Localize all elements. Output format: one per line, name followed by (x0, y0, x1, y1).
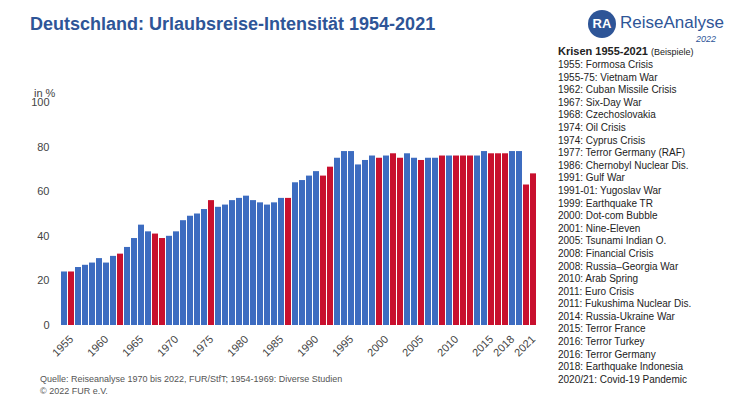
html-text:1999: Earthquake TR: 1999: Earthquake TR (558, 197, 653, 209)
svg-text:1990: 1990 (295, 333, 321, 359)
svg-text:1995: 1995 (330, 333, 356, 359)
svg-text:1980: 1980 (225, 333, 251, 359)
svg-text:2010: 2010 (435, 333, 461, 359)
html-text:Krisen 1955-2021(Beispiele): Krisen 1955-2021(Beispiele) (558, 45, 694, 57)
svg-text:40: 40 (37, 230, 49, 242)
html-text:© 2022 FUR e.V.: © 2022 FUR e.V. (40, 386, 108, 396)
html-text:1977: Terror Germany (RAF): 1977: Terror Germany (RAF) (558, 147, 686, 159)
svg-text:1960: 1960 (85, 333, 111, 359)
html-text:1991: Gulf War: 1991: Gulf War (558, 172, 625, 184)
svg-text:0: 0 (43, 319, 49, 331)
svg-text:60: 60 (37, 185, 49, 197)
svg-text:1975: 1975 (190, 333, 216, 359)
svg-text:2018: 2018 (491, 333, 517, 359)
svg-text:80: 80 (37, 141, 49, 153)
html-text:2001: Nine-Eleven: 2001: Nine-Eleven (558, 222, 641, 234)
html-text:1968: Czechoslovakia: 1968: Czechoslovakia (558, 109, 656, 121)
html-text:2008: Financial Crisis: 2008: Financial Crisis (558, 247, 654, 259)
svg-text:100: 100 (31, 96, 49, 108)
svg-text:1970: 1970 (155, 333, 181, 359)
html-text:2000: Dot-com Bubble: 2000: Dot-com Bubble (558, 210, 658, 222)
html-text:2011: Euro Crisis: 2011: Euro Crisis (558, 285, 634, 297)
svg-text:2021: 2021 (512, 333, 538, 359)
html-text:1991-01: Yugoslav War: 1991-01: Yugoslav War (558, 184, 662, 196)
html-text:2011: Fukushima Nuclear Dis.: 2011: Fukushima Nuclear Dis. (558, 298, 692, 310)
html-text:2020/21: Covid-19 Pandemic: 2020/21: Covid-19 Pandemic (558, 373, 687, 385)
html-text:2014: Russia-Ukraine War: 2014: Russia-Ukraine War (558, 310, 675, 322)
html-text:Deutschland: Urlaubsreise-Inte: Deutschland: Urlaubsreise-Intensität 195… (30, 14, 436, 34)
html-text:1967: Six-Day War: 1967: Six-Day War (558, 96, 642, 108)
html-text:ReiseAnalyse: ReiseAnalyse (620, 13, 724, 32)
html-text:2016: Terror Turkey: 2016: Terror Turkey (558, 336, 645, 348)
html-text:1962: Cuban Missile Crisis: 1962: Cuban Missile Crisis (558, 84, 677, 96)
html-text:in %: in % (34, 87, 56, 99)
html-text:1974: Oil Crisis: 1974: Oil Crisis (558, 122, 626, 133)
html-text:2016: Terror Germany: 2016: Terror Germany (558, 348, 656, 360)
svg-text:2005: 2005 (400, 333, 426, 359)
html-text:2005: Tsunami Indian O.: 2005: Tsunami Indian O. (558, 235, 667, 247)
html-text:1955-75: Vietnam War: 1955-75: Vietnam War (558, 71, 658, 83)
html-text:1974: Cyprus Crisis: 1974: Cyprus Crisis (558, 134, 646, 146)
html-text:2022: 2022 (696, 34, 716, 44)
svg-text:20: 20 (37, 274, 49, 286)
html-text:RA: RA (592, 16, 612, 31)
html-text:2015: Terror France: 2015: Terror France (558, 323, 646, 335)
html-text:Quelle: Reiseanalyse 1970 bis: Quelle: Reiseanalyse 1970 bis 2022, FUR/… (40, 374, 343, 384)
svg-text:2000: 2000 (365, 333, 391, 359)
svg-text:1955: 1955 (50, 333, 76, 359)
svg-text:1965: 1965 (120, 333, 146, 359)
svg-text:2015: 2015 (470, 333, 496, 359)
html-text:1986: Chernobyl Nuclear Dis.: 1986: Chernobyl Nuclear Dis. (558, 159, 689, 171)
svg-text:1985: 1985 (260, 333, 286, 359)
html-text:2018: Earthquake Indonesia: 2018: Earthquake Indonesia (558, 361, 684, 373)
html-text:2008: Russia–Georgia War: 2008: Russia–Georgia War (558, 260, 679, 272)
html-text:2010: Arab Spring: 2010: Arab Spring (558, 273, 639, 285)
html-text:1955: Formosa Crisis: 1955: Formosa Crisis (558, 59, 653, 70)
